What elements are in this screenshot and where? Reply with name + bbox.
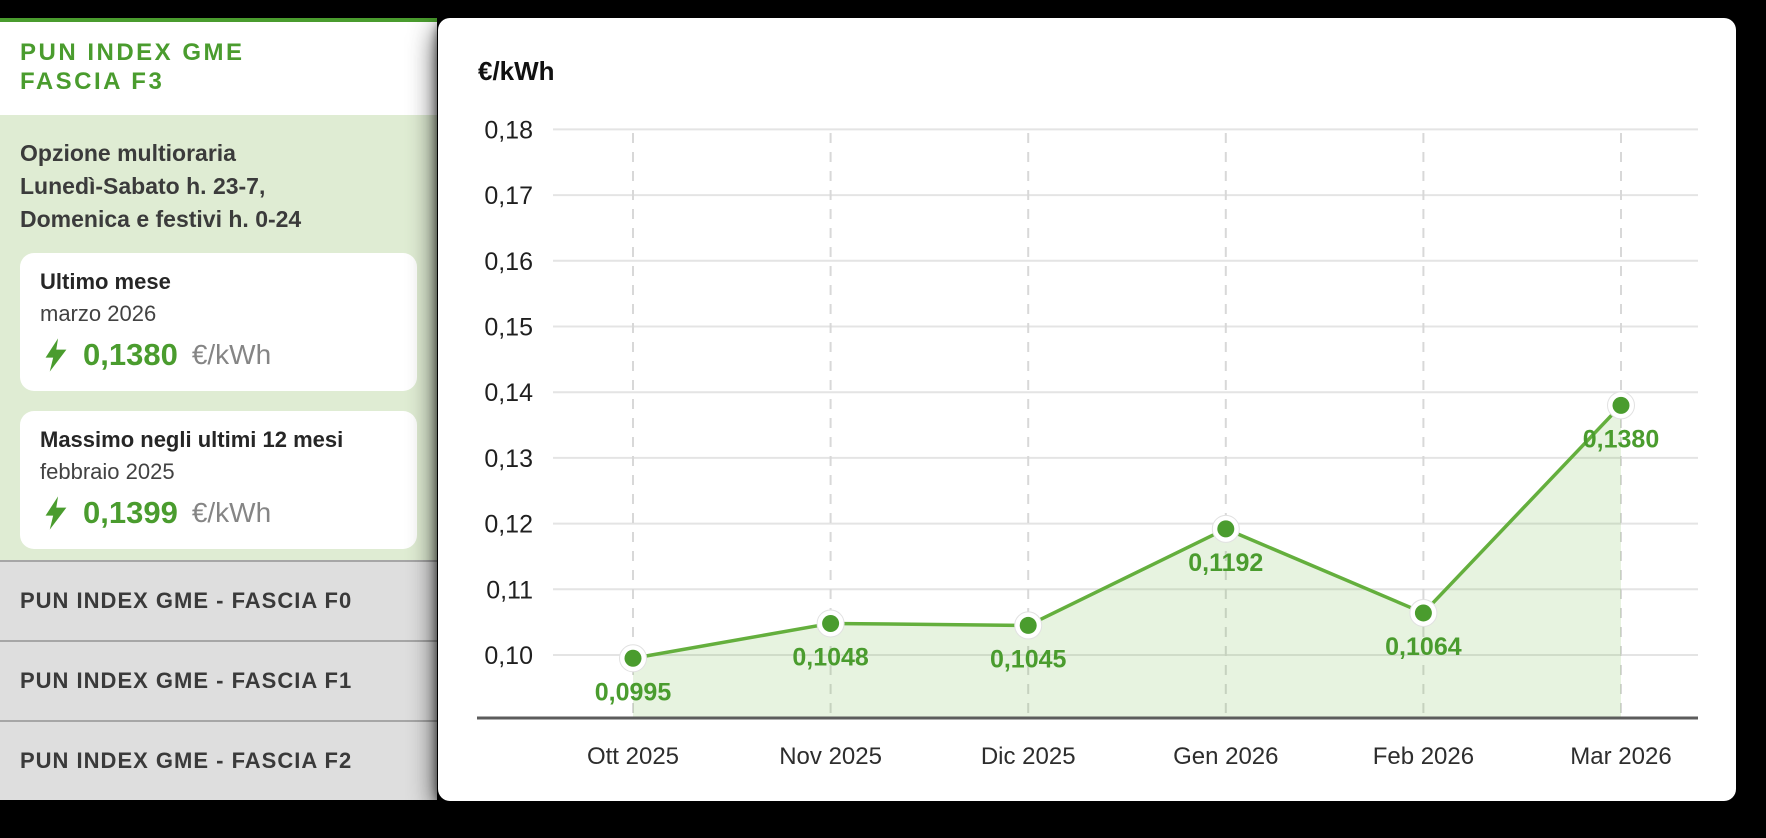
stat-card-subtitle: febbraio 2025 bbox=[40, 459, 175, 484]
data-point-label: 0,1048 bbox=[792, 643, 869, 671]
stat-value-row: 0,1399 €/kWh bbox=[40, 493, 397, 533]
series-area bbox=[633, 405, 1621, 717]
x-axis-label: Dic 2025 bbox=[981, 743, 1076, 770]
data-point[interactable] bbox=[1019, 616, 1037, 634]
stat-value: 0,1399 bbox=[83, 495, 178, 530]
option-panel: Opzione multioraria Lunedì-Sabato h. 23-… bbox=[0, 115, 437, 560]
lightning-icon bbox=[45, 338, 67, 372]
chart-card: €/kWh 0,0995 0,1048 0,1045 0,1192 0,1064 0,13… bbox=[438, 18, 1736, 801]
series-line bbox=[631, 403, 1623, 661]
y-axis-tick: 0,12 bbox=[484, 511, 533, 539]
data-point-label: 0,0995 bbox=[595, 678, 672, 706]
sidebar-accent-bar bbox=[0, 18, 437, 22]
x-axis-label: Feb 2026 bbox=[1373, 743, 1474, 770]
data-point-label: 0,1192 bbox=[1188, 549, 1263, 577]
sidebar-item-fascia-f2[interactable]: PUN INDEX GME - FASCIA F2 bbox=[0, 720, 437, 800]
data-point-label: 0,1380 bbox=[1583, 425, 1659, 453]
x-axis-label: Mar 2026 bbox=[1570, 743, 1671, 770]
stat-card-12month-max: Massimo negli ultimi 12 mesi febbraio 20… bbox=[20, 411, 417, 549]
stat-value-row: 0,1380 €/kWh bbox=[40, 335, 397, 375]
option-description-line: Lunedì-Sabato h. 23-7, bbox=[20, 173, 266, 199]
widget-title-line1: PUN INDEX GME bbox=[20, 39, 245, 66]
x-axis-label: Gen 2026 bbox=[1173, 743, 1278, 770]
stat-card-title: Ultimo mese bbox=[40, 269, 171, 294]
data-point[interactable] bbox=[624, 649, 642, 667]
sidebar-item-fascia-f1[interactable]: PUN INDEX GME - FASCIA F1 bbox=[0, 640, 437, 720]
x-axis-label: Ott 2025 bbox=[587, 743, 679, 770]
data-point[interactable] bbox=[1217, 520, 1235, 538]
sidebar: PUN INDEX GME FASCIA F3 Opzione multiora… bbox=[0, 18, 437, 800]
y-axis-tick: 0,15 bbox=[484, 314, 533, 342]
data-point-label: 0,1045 bbox=[990, 645, 1067, 673]
y-axis-tick: 0,13 bbox=[484, 445, 533, 473]
stat-unit: €/kWh bbox=[191, 497, 272, 528]
widget-header: PUN INDEX GME FASCIA F3 bbox=[0, 22, 437, 115]
y-axis-tick: 0,16 bbox=[484, 248, 533, 276]
sidebar-item-fascia-f0[interactable]: PUN INDEX GME - FASCIA F0 bbox=[0, 560, 437, 640]
fascia-link-list: PUN INDEX GME - FASCIA F0 PUN INDEX GME … bbox=[0, 560, 437, 800]
lightning-icon bbox=[45, 496, 67, 530]
data-point[interactable] bbox=[1612, 396, 1630, 414]
x-axis-label: Nov 2025 bbox=[779, 743, 882, 770]
stat-value: 0,1380 bbox=[83, 337, 178, 372]
price-chart: 0,0995 0,1048 0,1045 0,1192 0,1064 0,1380 0,18… bbox=[477, 116, 1698, 770]
stat-card-latest-month: Ultimo mese marzo 2026 0,1380 €/kWh bbox=[20, 253, 417, 391]
stat-unit: €/kWh bbox=[191, 339, 272, 370]
y-axis-tick: 0,17 bbox=[484, 182, 533, 210]
y-axis-tick: 0,10 bbox=[484, 642, 533, 670]
stat-card-title: Massimo negli ultimi 12 mesi bbox=[40, 427, 344, 452]
option-description-line: Opzione multioraria bbox=[20, 140, 236, 166]
data-point-label: 0,1064 bbox=[1385, 633, 1462, 661]
y-axis-tick: 0,14 bbox=[484, 379, 533, 407]
y-axis-tick: 0,18 bbox=[484, 116, 533, 144]
widget-title-line2: FASCIA F3 bbox=[20, 68, 165, 95]
y-axis-tick: 0,11 bbox=[486, 576, 533, 604]
option-description-line: Domenica e festivi h. 0-24 bbox=[20, 206, 302, 232]
widget-title: PUN INDEX GME FASCIA F3 bbox=[20, 38, 417, 96]
data-point[interactable] bbox=[822, 614, 840, 632]
stat-card-subtitle: marzo 2026 bbox=[40, 301, 157, 326]
chart-y-unit-label: €/kWh bbox=[478, 56, 555, 86]
option-description: Opzione multioraria Lunedì-Sabato h. 23-… bbox=[20, 137, 417, 236]
data-point[interactable] bbox=[1414, 604, 1432, 622]
